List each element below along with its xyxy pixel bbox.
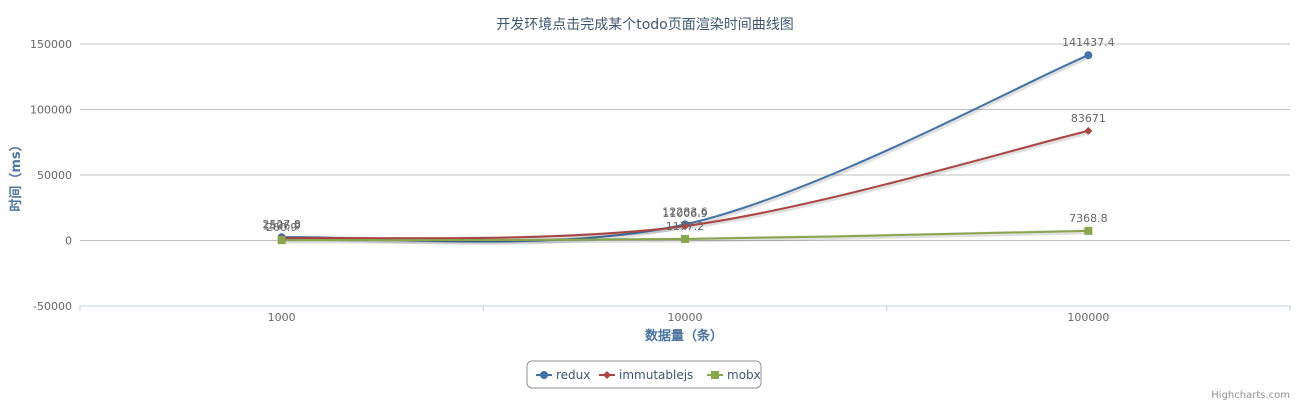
- data-label: 83671: [1071, 112, 1106, 125]
- x-axis-ticks: 1000 10000 100000: [268, 311, 1110, 324]
- legend-symbol[interactable]: [540, 371, 548, 379]
- y-axis-title: 时间（ms）: [8, 138, 24, 211]
- legend-box: [526, 360, 762, 389]
- data-labels: 2527.8 12283.6 141437.4 1596.9 11006.9 83671 2…: [262, 36, 1114, 234]
- data-label: 12283.6: [662, 205, 708, 218]
- y-axis-ticks: -50000 0 50000 100000 150000: [30, 38, 72, 313]
- series-group: [277, 51, 1093, 246]
- data-point[interactable]: [1084, 51, 1093, 60]
- data-point[interactable]: [681, 234, 689, 243]
- y-tick-label: 150000: [30, 38, 72, 51]
- legend-label[interactable]: mobx: [727, 368, 761, 382]
- data-label: 141437.4: [1062, 36, 1115, 49]
- legend-label[interactable]: immutablejs: [619, 368, 693, 382]
- y-tick-label: 50000: [37, 169, 72, 182]
- chart-title: 开发环境点击完成某个todo页面渲染时间曲线图: [496, 17, 794, 33]
- y-tick-label: 100000: [30, 104, 72, 117]
- data-label: 11006.9: [662, 207, 708, 220]
- legend[interactable]: redux immutablejs mobx: [526, 360, 762, 389]
- x-axis: [79, 305, 1291, 311]
- data-label: 2527.8: [262, 218, 301, 231]
- y-tick-label: 0: [65, 235, 72, 248]
- data-point[interactable]: [1084, 126, 1093, 135]
- data-label: 7368.8: [1069, 212, 1108, 225]
- credits[interactable]: Highcharts.com: [1211, 390, 1290, 401]
- x-tick-label: 1000: [268, 311, 296, 324]
- legend-symbol[interactable]: [711, 371, 719, 379]
- y-tick-label: -50000: [33, 300, 72, 313]
- x-tick-label: 100000: [1067, 311, 1109, 324]
- grid-lines: [80, 43, 1290, 307]
- legend-item-mobx[interactable]: mobx: [707, 368, 761, 382]
- x-axis-title: 数据量（条）: [645, 328, 723, 344]
- x-tick-label: 10000: [668, 311, 703, 324]
- data-point[interactable]: [681, 222, 689, 231]
- data-label: 260.9: [266, 221, 298, 234]
- legend-label[interactable]: redux: [556, 368, 590, 382]
- data-point[interactable]: [277, 236, 286, 245]
- legend-symbol[interactable]: [603, 371, 611, 379]
- data-label: 1177.2: [666, 220, 705, 233]
- data-label: 1596.9: [262, 219, 301, 232]
- series-mobx[interactable]: [277, 226, 1093, 245]
- legend-item-immutablejs[interactable]: immutablejs: [599, 368, 693, 382]
- data-point[interactable]: [1084, 226, 1093, 235]
- legend-item-redux[interactable]: redux: [536, 368, 590, 382]
- legend-items[interactable]: redux immutablejs mobx: [536, 368, 761, 382]
